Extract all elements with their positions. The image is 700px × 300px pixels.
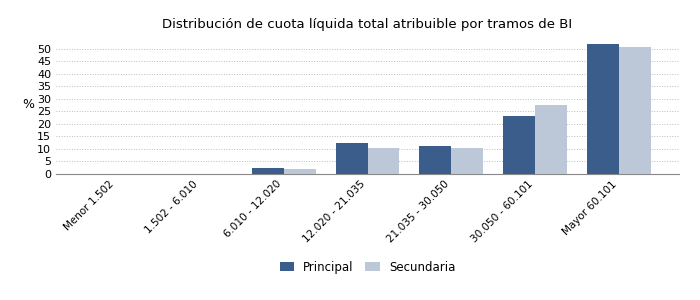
- Bar: [419, 146, 452, 174]
- Bar: [452, 148, 483, 174]
- Bar: [535, 105, 567, 174]
- Bar: [503, 116, 535, 174]
- Bar: [252, 168, 284, 174]
- Title: Distribución de cuota líquida total atribuible por tramos de BI: Distribución de cuota líquida total atri…: [162, 18, 573, 31]
- Legend: Principal, Secundaria: Principal, Secundaria: [275, 256, 460, 278]
- Y-axis label: %: %: [22, 98, 35, 112]
- Bar: [336, 142, 368, 174]
- Bar: [368, 148, 399, 174]
- Bar: [587, 44, 619, 174]
- Bar: [284, 169, 316, 174]
- Bar: [619, 47, 651, 174]
